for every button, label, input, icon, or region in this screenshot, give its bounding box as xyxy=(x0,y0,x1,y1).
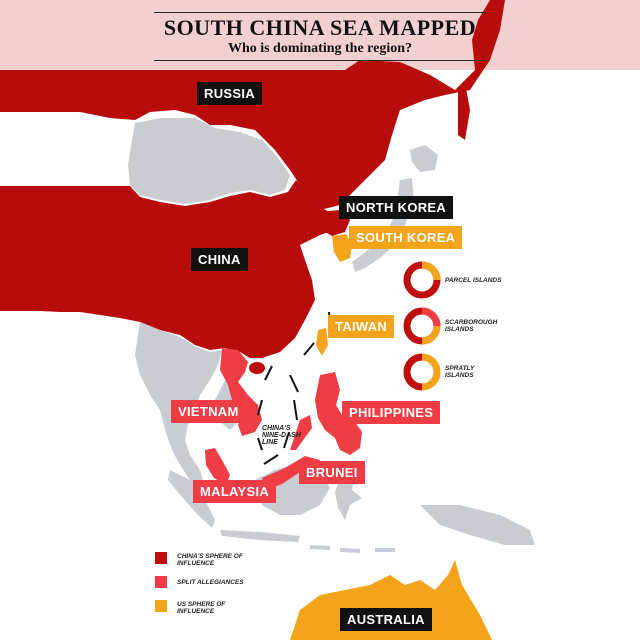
label-philippines: PHILIPPINES xyxy=(342,401,441,424)
title-rule-top xyxy=(154,12,486,13)
island-scarborough-label: SCARBOROUGH ISLANDS xyxy=(445,319,498,333)
philippines-landmass xyxy=(290,372,362,455)
sumatra-island xyxy=(168,470,215,528)
island-scarborough: SCARBOROUGH ISLANDS xyxy=(402,306,522,346)
new-guinea-island xyxy=(420,505,535,545)
taiwan-landmass xyxy=(316,328,328,356)
java-island xyxy=(220,530,300,542)
title-block: SOUTH CHINA SEA MAPPED Who is dominating… xyxy=(150,12,490,61)
china-landmass xyxy=(0,180,340,358)
legend-swatch-us-sphere xyxy=(155,600,167,612)
island-spratly: SPRATLY ISLANDS xyxy=(402,352,522,392)
label-vietnam: VIETNAM xyxy=(171,400,246,423)
russia-landmass xyxy=(0,0,505,210)
spratly-islands-ring-icon xyxy=(403,353,441,391)
label-brunei: BRUNEI xyxy=(299,461,365,484)
label-south-korea: SOUTH KOREA xyxy=(349,226,463,249)
nine-dash-line-label: CHINA'S NINE-DASH LINE xyxy=(262,425,301,446)
top-faded-russia xyxy=(0,0,640,70)
map-title: SOUTH CHINA SEA MAPPED xyxy=(163,15,477,40)
sakhalin-island xyxy=(458,88,470,140)
legend-label-split: SPLIT ALLEGIANCES xyxy=(177,579,244,586)
brunei-landmass xyxy=(293,465,299,470)
mongolia-landmass xyxy=(128,118,290,204)
lesser-sunda-islands xyxy=(310,545,395,553)
malaysia-peninsula xyxy=(205,448,230,485)
label-russia: RUSSIA xyxy=(197,82,262,105)
scarborough-islands-ring-icon xyxy=(403,307,441,345)
legend-swatch-china-sphere xyxy=(155,552,167,564)
map-subtitle: Who is dominating the region? xyxy=(227,41,413,56)
legend-label-us-sphere: US SPHERE OF INFLUENCE xyxy=(177,601,226,615)
japan-landmass xyxy=(352,145,438,272)
south-korea-landmass xyxy=(332,234,352,262)
vietnam-landmass xyxy=(220,348,262,436)
label-taiwan: TAIWAN xyxy=(328,315,395,338)
label-china: CHINA xyxy=(191,248,248,271)
island-parcel: PARCEL ISLANDS xyxy=(402,260,522,300)
legend-label-china-sphere: CHINA'S SPHERE OF INFLUENCE xyxy=(177,553,243,567)
hainan-island xyxy=(249,362,265,374)
label-north-korea: NORTH KOREA xyxy=(339,196,454,219)
title-rule-bottom xyxy=(154,60,486,61)
label-australia: AUSTRALIA xyxy=(340,608,432,631)
legend-swatch-split xyxy=(155,576,167,588)
sulawesi-island xyxy=(335,472,362,520)
parcel-islands-ring-icon xyxy=(403,261,441,299)
island-parcel-label: PARCEL ISLANDS xyxy=(445,277,502,284)
island-spratly-label: SPRATLY ISLANDS xyxy=(445,365,475,379)
label-malaysia: MALAYSIA xyxy=(193,480,277,503)
